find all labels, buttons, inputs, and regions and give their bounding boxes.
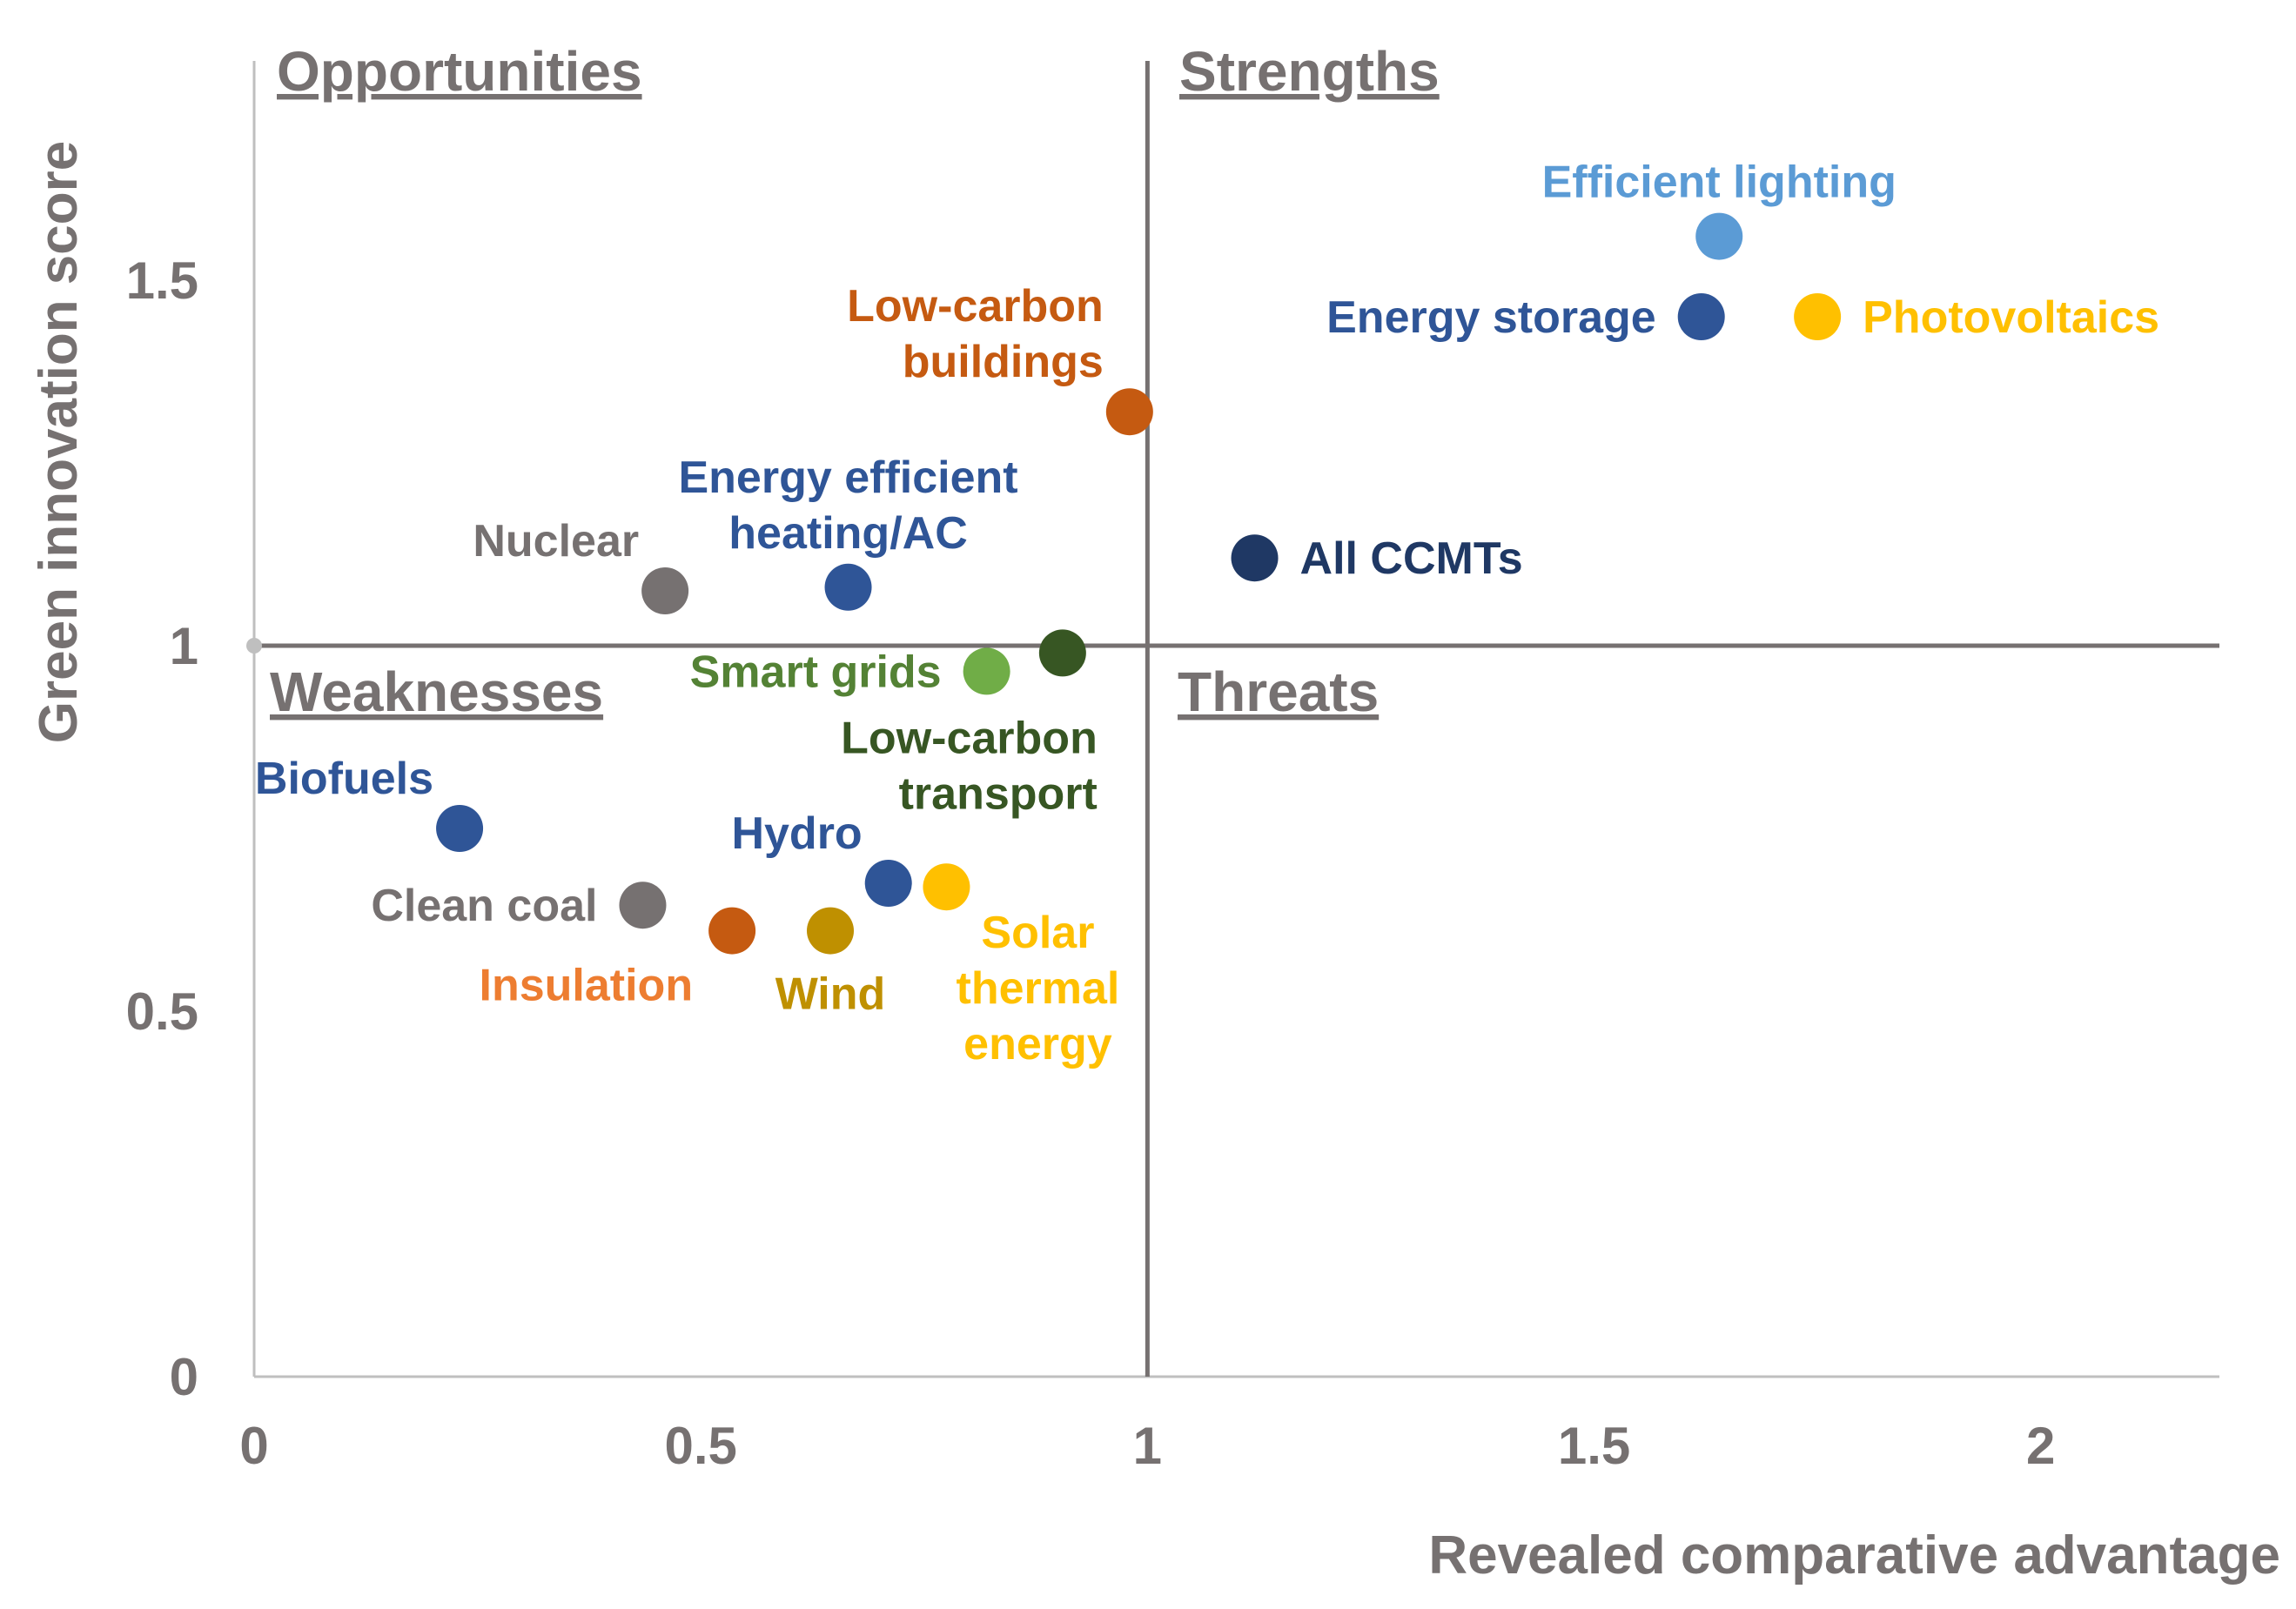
quadrant-label-threats: Threats <box>1178 660 1379 723</box>
point-insulation <box>708 907 756 955</box>
point-low-carbon-buildings <box>1105 388 1153 436</box>
point-efficient-lighting <box>1695 212 1743 260</box>
point-biofuels <box>436 805 484 852</box>
x-axis-title: Revealed comparative advantage <box>1428 1525 2280 1586</box>
reference-line-marker <box>246 638 262 654</box>
point-label-hydro: Hydro <box>731 808 862 859</box>
point-labels: Efficient lighting Energy storage Photovol… <box>255 158 2159 1070</box>
x-tick-label: 1 <box>1133 1417 1162 1475</box>
point-label-photovoltaics: Photovoltaics <box>1863 292 2159 343</box>
point-all-ccmts <box>1231 534 1279 582</box>
point-label-wind: Wind <box>775 969 886 1020</box>
point-photovoltaics <box>1794 293 1842 340</box>
point-nuclear <box>641 567 689 614</box>
axes <box>252 61 2219 1378</box>
point-energy-storage <box>1677 293 1725 340</box>
point-label-nuclear: Nuclear <box>473 516 639 567</box>
point-label-all-ccmts: All CCMTs <box>1300 533 1523 584</box>
point-label-low-carbon-buildings: Low-carbon buildings <box>847 281 1104 387</box>
point-energy-efficient-heating-ac <box>824 563 872 611</box>
point-label-insulation: Insulation <box>480 961 694 1011</box>
point-solar-thermal-energy <box>923 863 970 911</box>
y-tick-label: 1 <box>170 617 198 675</box>
y-axis-title: Green innovation score <box>29 141 89 744</box>
point-label-biofuels: Biofuels <box>255 754 433 804</box>
point-clean-coal <box>619 882 667 929</box>
y-tick-label: 0.5 <box>126 982 198 1041</box>
point-label-energy-storage: Energy storage <box>1326 292 1656 343</box>
x-tick-label: 0.5 <box>664 1417 736 1475</box>
ticks: 0 0.5 1 1.5 2 0 0.5 1 1.5 <box>126 251 2056 1475</box>
y-tick-label: 1.5 <box>126 251 198 310</box>
reference-lines <box>246 61 2219 1377</box>
y-tick-label: 0 <box>170 1348 198 1406</box>
quadrant-labels: Opportunities Strengths Weaknesses Threa… <box>270 40 1440 723</box>
point-label-low-carbon-transport: Low-carbon transport <box>841 713 1098 819</box>
x-tick-label: 2 <box>2026 1417 2055 1475</box>
point-low-carbon-transport <box>1038 629 1086 677</box>
quadrant-label-opportunities: Opportunities <box>277 40 642 103</box>
quadrant-label-strengths: Strengths <box>1179 40 1440 103</box>
point-label-efficient-lighting: Efficient lighting <box>1542 158 1897 208</box>
data-points <box>436 212 1842 955</box>
point-wind <box>807 907 855 955</box>
quadrant-label-weaknesses: Weaknesses <box>270 660 603 723</box>
point-hydro <box>864 860 912 907</box>
point-label-solar-thermal-energy: Solar thermal energy <box>957 908 1120 1069</box>
point-label-smart-grids: Smart grids <box>690 647 942 697</box>
point-smart-grids <box>963 647 1010 695</box>
x-tick-label: 1.5 <box>1558 1417 1630 1475</box>
point-label-energy-efficient-heating-ac: Energy efficient heating/AC <box>678 453 1017 559</box>
x-tick-label: 0 <box>239 1417 268 1475</box>
point-label-clean-coal: Clean coal <box>371 881 597 931</box>
